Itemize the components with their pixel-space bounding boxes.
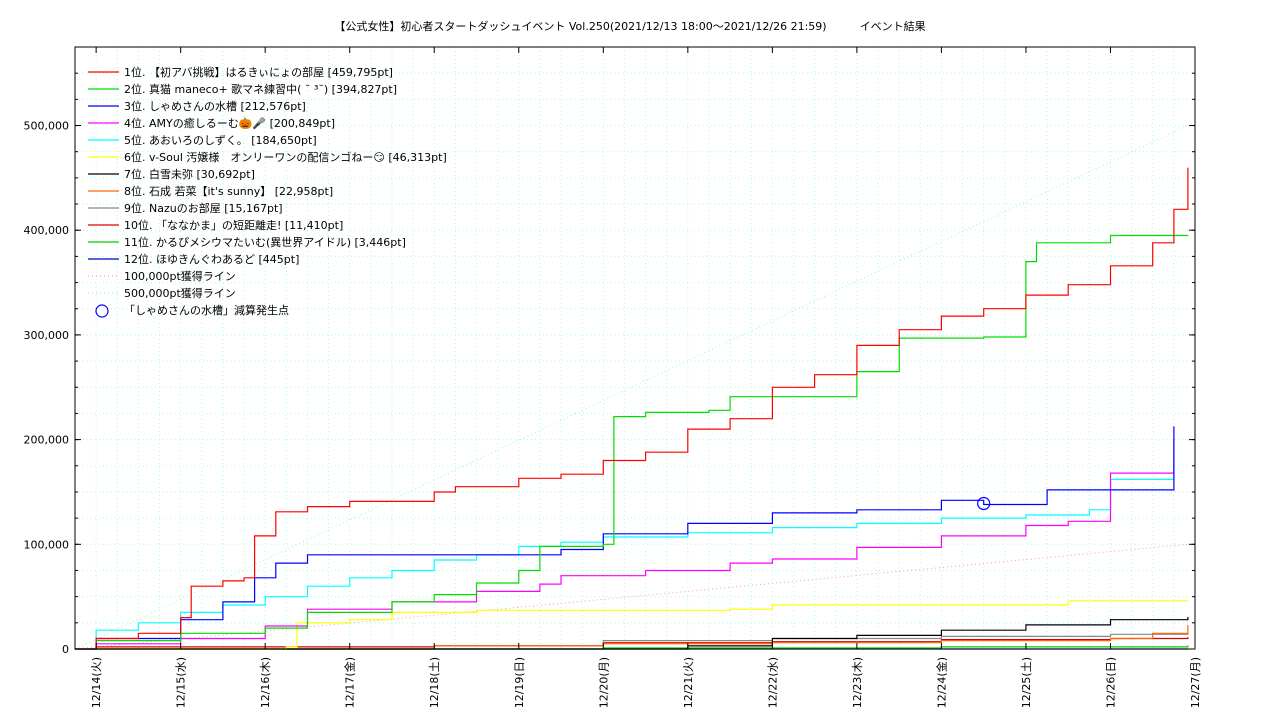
plot-frame: [74, 46, 1196, 650]
decrement-marker: [977, 496, 991, 511]
reference-lines: [74, 125, 1189, 650]
y-tick-label: 0: [62, 643, 69, 656]
legend: 1位. 【初アバ挑戦】はるきぃにょの部屋 [459,795pt] 2位. 真猫 m…: [88, 65, 447, 318]
legend-entry: 100,000pt獲得ライン: [124, 270, 236, 283]
y-tick-label: 300,000: [24, 329, 70, 342]
legend-entry: 10位. 「ななかま」の短距離走! [11,410pt]: [124, 218, 343, 232]
legend-entry: 1位. 【初アバ挑戦】はるきぃにょの部屋 [459,795pt]: [124, 65, 393, 79]
x-tick-label: 12/25(土): [1020, 657, 1033, 708]
x-tick-label: 12/22(水): [766, 657, 779, 708]
x-tick-label: 12/27(月): [1189, 657, 1202, 708]
y-tick-label: 400,000: [24, 224, 70, 237]
y-tick-label: 500,000: [24, 120, 70, 133]
x-tick-label: 12/23(木): [851, 657, 864, 708]
legend-entry: 6位. v-Soul 汚嬢様 オンリーワンの配信ンゴねー😏 [46,313pt]: [124, 150, 447, 164]
x-tick-label: 12/24(金): [934, 657, 948, 708]
x-tick-label: 12/14(火): [90, 657, 103, 708]
x-tick-label: 12/20(月): [597, 657, 610, 708]
legend-entry: 9位. Nazuのお部屋 [15,167pt]: [124, 201, 283, 215]
x-tick-label: 12/21(火): [682, 657, 695, 708]
series-line: [75, 625, 1189, 650]
x-tick-label: 12/15(水): [175, 657, 188, 708]
series-line: [75, 234, 1189, 650]
grid-lines: [74, 47, 1196, 649]
x-axis-ticks: 12/14(火) 12/15(水) 12/16(木) 12/17(金) 12/18(土)…: [90, 47, 1202, 708]
legend-entry: 8位. 石成 若菜【it's sunny】 [22,958pt]: [124, 184, 333, 198]
reference-line: [74, 125, 1189, 650]
legend-entry: 7位. 白雪未弥 [30,692pt]: [124, 167, 255, 181]
chart-title: 【公式女性】初心者スタートダッシュイベント Vol.250(2021/12/13…: [334, 19, 925, 33]
legend-marker-symbol: [95, 304, 109, 318]
x-tick-label: 12/26(日): [1104, 657, 1117, 708]
x-tick-label: 12/17(金): [343, 657, 357, 708]
decrement-markers: [977, 496, 991, 511]
series-line: [75, 167, 1189, 650]
y-axis-ticks: 0 100,000 200,000 300,000 400,000 500,000: [24, 72, 1195, 656]
y-tick-label: 200,000: [24, 434, 70, 447]
x-tick-label: 12/19(日): [513, 657, 526, 708]
series-line: [75, 426, 1175, 650]
legend-entry: 500,000pt獲得ライン: [124, 287, 236, 300]
y-tick-label: 100,000: [24, 538, 70, 551]
legend-entry: 11位. かるぴメシウマたいむ(異世界アイドル) [3,446pt]: [124, 235, 406, 249]
legend-entry: 12位. ほゆきんぐわあるど [445pt]: [124, 252, 299, 266]
legend-entry: 「しゃめさんの水槽」減算発生点: [124, 303, 289, 317]
series-line: [75, 455, 1175, 650]
legend-entry: 4位. AMYの癒しるーむ🎃🎤 [200,849pt]: [124, 116, 335, 130]
series-line: [75, 600, 1189, 650]
legend-entry: 5位. あおいろのしずく。 [184,650pt]: [124, 133, 317, 147]
legend-entry: 2位. 真猫 maneco+ 歌マネ練習中( ˘ ³˘) [394,827pt]: [124, 82, 397, 96]
x-tick-label: 12/18(土): [428, 657, 441, 708]
x-tick-label: 12/16(木): [259, 657, 272, 708]
legend-entry: 3位. しゃめさんの水槽 [212,576pt]: [124, 99, 306, 113]
